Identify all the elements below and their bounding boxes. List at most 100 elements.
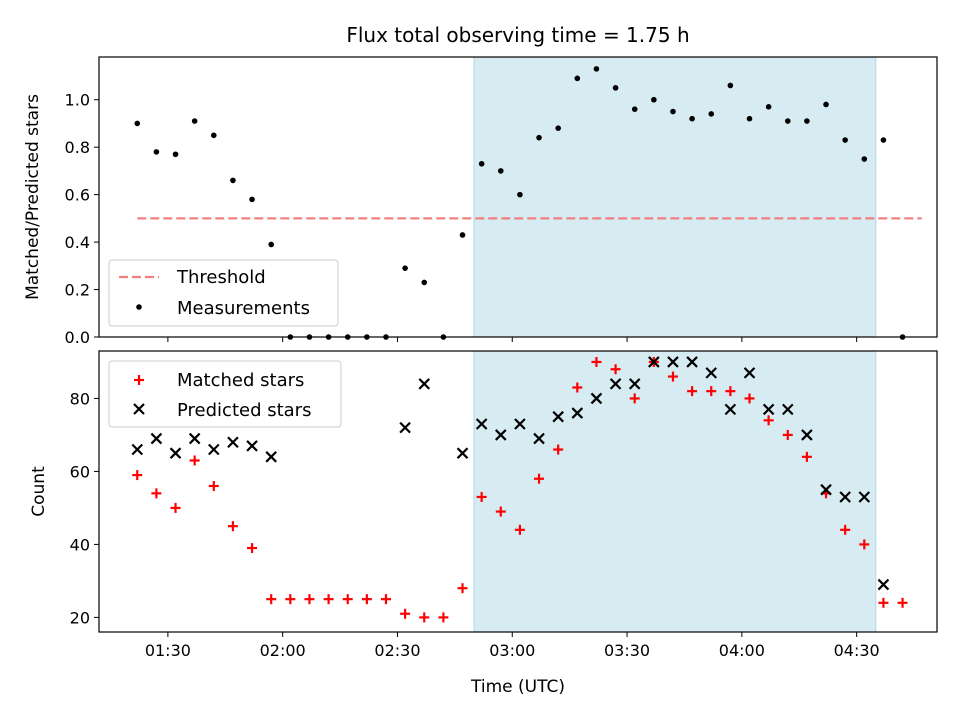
matched-star-point <box>878 597 889 608</box>
matched-star-point <box>285 594 296 605</box>
measurement-point <box>708 111 715 117</box>
legend-measurements-label: Measurements <box>177 298 310 319</box>
marker-stroke <box>169 447 182 459</box>
matched-star-point <box>361 594 372 605</box>
x-tick-label: 02:00 <box>260 641 306 660</box>
matched-star-point <box>247 543 258 554</box>
measurement-point <box>880 137 887 143</box>
measurement-point <box>153 149 160 155</box>
measurements-panel: 0.0 0.2 0.4 0.6 0.8 1.0 Matched/Predicted star… <box>23 56 938 347</box>
matched-star-point <box>400 608 411 619</box>
y-tick-label: 1.0 <box>65 91 90 110</box>
predicted-star-point <box>131 443 144 456</box>
predicted-star-point <box>150 432 163 445</box>
predicted-star-point <box>552 410 564 423</box>
predicted-star-point <box>418 378 431 390</box>
matched-star-point <box>438 612 449 623</box>
predicted-star-point <box>188 432 201 445</box>
marker-stroke <box>475 418 488 430</box>
marker-stroke <box>609 378 622 390</box>
matched-star-point <box>476 491 487 502</box>
predicted-star-point <box>456 447 469 459</box>
x-tick-label: 03:30 <box>604 641 650 660</box>
y-axis-label: Matched/Predicted stars <box>23 94 43 300</box>
marker-stroke <box>533 432 545 445</box>
predicted-star-point <box>667 356 679 368</box>
predicted-star-point <box>399 421 411 434</box>
predicted-star-point <box>246 440 258 452</box>
measurement-point <box>249 196 255 203</box>
marker-stroke <box>399 421 411 434</box>
marker-stroke <box>227 436 239 449</box>
measurement-point <box>689 115 695 122</box>
marker-stroke <box>705 367 718 379</box>
matched-star-point <box>495 506 506 517</box>
marker-stroke <box>762 403 775 416</box>
marker-stroke <box>133 403 145 415</box>
measurement-point <box>191 118 198 124</box>
predicted-star-point <box>781 403 794 416</box>
marker-stroke <box>877 578 890 591</box>
predicted-star-point <box>743 367 756 379</box>
y-axis-label: Count <box>29 466 49 517</box>
legend-threshold-label: Threshold <box>176 267 266 288</box>
measurement-point <box>670 108 676 115</box>
matched-star-point <box>380 594 391 605</box>
legend: Matched stars Predicted stars <box>108 360 342 428</box>
measurement-point <box>497 168 504 174</box>
matched-star-point <box>266 594 277 605</box>
y-tick-label: 0.2 <box>65 281 90 300</box>
marker-stroke <box>781 403 794 416</box>
marker-stroke <box>188 432 201 445</box>
matched-star-point <box>725 386 736 397</box>
plot-frame <box>98 350 938 633</box>
measurement-point <box>478 160 485 167</box>
matched-star-point <box>897 597 908 608</box>
measurement-point <box>421 279 428 286</box>
measurement-point <box>765 104 772 110</box>
measurement-point <box>268 241 274 248</box>
marker-stroke <box>724 403 737 416</box>
predicted-star-point <box>533 432 545 445</box>
x-tick-label: 03:00 <box>489 641 535 660</box>
predicted-star-point <box>571 407 584 419</box>
marker-stroke <box>743 367 756 379</box>
marker-stroke <box>648 356 660 368</box>
marker-stroke <box>552 410 564 423</box>
matched-star-point <box>170 502 181 513</box>
measurement-point <box>555 125 561 131</box>
measurement-point <box>402 265 408 271</box>
predicted-star-point <box>265 451 277 463</box>
matched-star-point <box>514 524 525 535</box>
legend-box <box>108 360 342 428</box>
plot-frame <box>98 56 938 338</box>
matched-star-point <box>840 524 851 535</box>
chart-title: Flux total observing time = 1.75 h <box>346 23 689 47</box>
measurement-point <box>230 177 236 184</box>
matched-star-point <box>134 375 144 385</box>
marker-stroke <box>686 356 698 368</box>
matched-star-point <box>706 386 717 397</box>
matched-star-point <box>610 364 621 375</box>
measurement-point <box>784 118 791 124</box>
predicted-star-point <box>475 418 488 430</box>
matched-star-point <box>534 473 545 484</box>
legend: Threshold Measurements <box>108 259 339 327</box>
marker-stroke <box>514 418 526 430</box>
matched-star-point <box>208 481 219 492</box>
legend-box <box>108 259 339 327</box>
marker-stroke <box>495 429 507 441</box>
measurement-point <box>134 120 141 127</box>
marker-stroke <box>131 443 144 456</box>
marker-stroke <box>820 483 832 496</box>
matched-star-point <box>763 415 774 426</box>
predicted-star-point <box>686 356 698 368</box>
predicted-star-point <box>590 392 603 405</box>
predicted-star-point <box>227 436 239 449</box>
marker-stroke <box>246 440 258 452</box>
matched-star-point <box>667 371 678 382</box>
measurement-point <box>136 304 142 310</box>
y-tick-label: 60 <box>70 462 90 481</box>
matched-star-point <box>323 594 334 605</box>
y-tick-label: 80 <box>70 389 90 408</box>
